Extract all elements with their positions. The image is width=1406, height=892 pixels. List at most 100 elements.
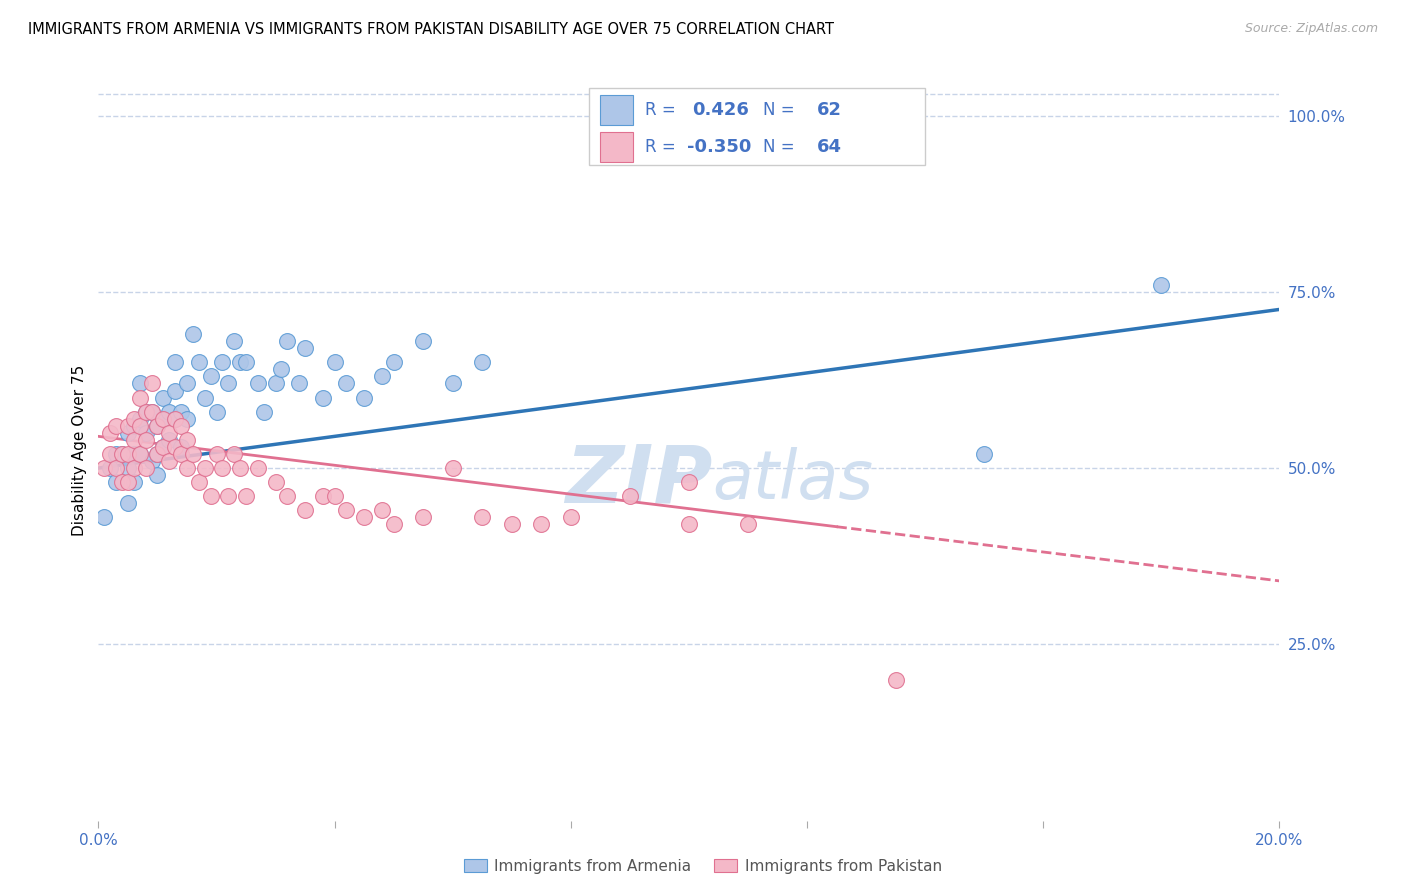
FancyBboxPatch shape bbox=[589, 87, 925, 165]
Text: atlas: atlas bbox=[713, 447, 873, 513]
Point bbox=[157, 454, 180, 468]
Text: Source: ZipAtlas.com: Source: ZipAtlas.com bbox=[1244, 22, 1378, 36]
FancyBboxPatch shape bbox=[600, 95, 634, 125]
Text: 64: 64 bbox=[817, 138, 842, 156]
Point bbox=[176, 461, 198, 475]
Point bbox=[246, 376, 269, 391]
Point bbox=[122, 461, 145, 475]
Point bbox=[560, 510, 582, 524]
Text: 62: 62 bbox=[817, 101, 842, 119]
Point bbox=[111, 447, 134, 461]
Point bbox=[619, 489, 641, 503]
Point bbox=[122, 447, 145, 461]
Point bbox=[176, 411, 198, 425]
Point bbox=[211, 461, 233, 475]
Point bbox=[170, 418, 193, 433]
Point bbox=[165, 355, 187, 369]
Point bbox=[117, 461, 139, 475]
Point bbox=[157, 433, 180, 447]
Point bbox=[187, 475, 209, 490]
Point bbox=[501, 517, 523, 532]
Text: R =: R = bbox=[645, 138, 676, 156]
Point bbox=[323, 489, 346, 503]
Point bbox=[152, 411, 174, 425]
Point bbox=[135, 433, 157, 447]
Text: ZIP: ZIP bbox=[565, 441, 713, 519]
Point bbox=[884, 673, 907, 687]
Point bbox=[141, 405, 163, 419]
Point bbox=[973, 447, 995, 461]
Point bbox=[678, 475, 700, 490]
Point bbox=[128, 376, 150, 391]
Point bbox=[217, 489, 239, 503]
Point bbox=[170, 440, 193, 454]
Point bbox=[471, 355, 494, 369]
Point bbox=[253, 405, 276, 419]
Point bbox=[335, 503, 357, 517]
Point bbox=[128, 447, 150, 461]
Point bbox=[412, 510, 434, 524]
Point bbox=[176, 433, 198, 447]
Point bbox=[141, 454, 163, 468]
Point bbox=[181, 327, 204, 342]
Point bbox=[211, 355, 233, 369]
Text: 0.426: 0.426 bbox=[693, 101, 749, 119]
Point bbox=[371, 369, 394, 384]
Point bbox=[205, 405, 228, 419]
Point bbox=[170, 405, 193, 419]
Point bbox=[152, 440, 174, 454]
Text: IMMIGRANTS FROM ARMENIA VS IMMIGRANTS FROM PAKISTAN DISABILITY AGE OVER 75 CORRE: IMMIGRANTS FROM ARMENIA VS IMMIGRANTS FR… bbox=[28, 22, 834, 37]
Point bbox=[371, 503, 394, 517]
Point bbox=[157, 405, 180, 419]
Point bbox=[111, 447, 134, 461]
Point bbox=[165, 411, 187, 425]
Point bbox=[146, 447, 169, 461]
Point bbox=[117, 425, 139, 440]
Point bbox=[152, 391, 174, 405]
Point bbox=[135, 461, 157, 475]
Point bbox=[200, 369, 222, 384]
Point bbox=[117, 447, 139, 461]
Point bbox=[165, 411, 187, 425]
Point bbox=[187, 355, 209, 369]
Point bbox=[382, 517, 405, 532]
Point bbox=[441, 461, 464, 475]
Point bbox=[205, 447, 228, 461]
Point bbox=[270, 362, 292, 376]
Point bbox=[224, 334, 246, 348]
Point bbox=[105, 461, 128, 475]
Text: N =: N = bbox=[763, 138, 794, 156]
Point bbox=[105, 418, 128, 433]
Point bbox=[111, 475, 134, 490]
Point bbox=[264, 475, 287, 490]
Point bbox=[117, 496, 139, 510]
Point bbox=[264, 376, 287, 391]
Point bbox=[93, 461, 115, 475]
Point bbox=[135, 405, 157, 419]
Point bbox=[194, 461, 217, 475]
Point bbox=[294, 503, 316, 517]
Point bbox=[194, 391, 217, 405]
Point bbox=[152, 411, 174, 425]
Point bbox=[235, 355, 257, 369]
Point bbox=[135, 405, 157, 419]
Point bbox=[146, 418, 169, 433]
Point bbox=[353, 391, 375, 405]
Point bbox=[135, 425, 157, 440]
Text: N =: N = bbox=[763, 101, 794, 119]
Point bbox=[146, 418, 169, 433]
Point bbox=[141, 376, 163, 391]
Point bbox=[353, 510, 375, 524]
Point bbox=[294, 341, 316, 355]
Point bbox=[122, 433, 145, 447]
Point bbox=[165, 440, 187, 454]
Point bbox=[98, 447, 121, 461]
Point bbox=[165, 384, 187, 398]
Point bbox=[471, 510, 494, 524]
Point bbox=[235, 489, 257, 503]
Point bbox=[157, 425, 180, 440]
Point bbox=[246, 461, 269, 475]
Text: R =: R = bbox=[645, 101, 676, 119]
Point bbox=[98, 461, 121, 475]
Point bbox=[128, 411, 150, 425]
